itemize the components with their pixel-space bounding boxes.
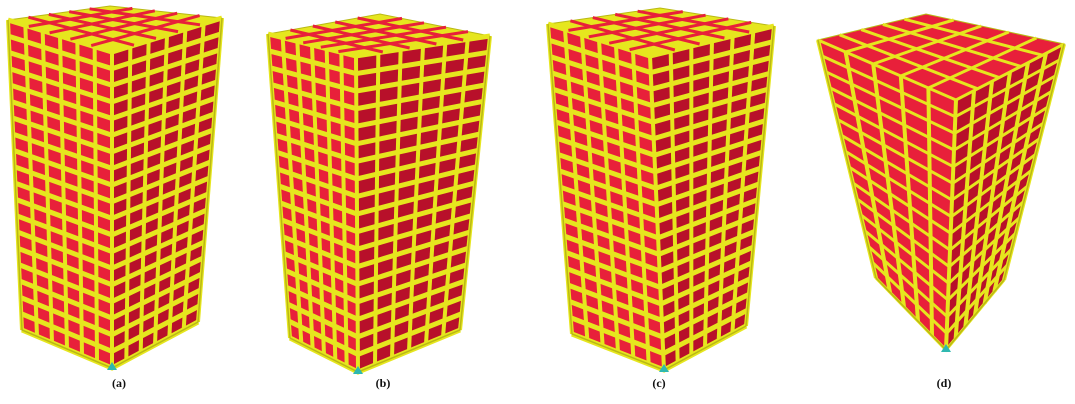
building-d-roof-beam: [839, 33, 979, 91]
building-a-column: [181, 23, 206, 330]
building-a-roof-beam: [68, 10, 179, 34]
building-c-column: [631, 50, 651, 365]
building-b-column: [407, 45, 425, 352]
building-a-column: [23, 25, 39, 337]
building-c-column: [580, 34, 605, 347]
building-d-column: [953, 90, 976, 339]
building-b-column: [373, 52, 381, 366]
building-b-column: [390, 49, 403, 359]
building-a-roof-beam: [28, 15, 135, 47]
building-b-column: [295, 41, 315, 350]
building-c-roof-beam: [592, 16, 700, 46]
building-d-column: [992, 52, 1048, 293]
building-c-column: [668, 50, 680, 363]
building-d-model: [816, 13, 1066, 353]
building-a-column: [40, 30, 54, 343]
building-d-roof-beam: [872, 24, 982, 66]
building-d-roof-beam: [860, 28, 1000, 80]
building-d-support-icon: [941, 344, 951, 352]
building-a-model: [6, 5, 224, 371]
building-b-roof-beam: [320, 25, 447, 49]
caption-c: (c): [652, 376, 666, 390]
building-c-column: [614, 45, 636, 359]
building-c-column: [597, 39, 620, 353]
building-a-support-icon: [107, 362, 117, 370]
building-d-column: [898, 75, 920, 322]
building-d-roof-beam: [845, 18, 955, 54]
building-d-column: [843, 51, 892, 293]
building-c-roof-beam: [608, 17, 729, 45]
building-b-support-icon: [353, 366, 363, 374]
building-a-column: [124, 46, 133, 361]
building-a-column: [58, 35, 69, 350]
building-c-column: [703, 40, 714, 349]
building-c-roof-beam: [629, 20, 752, 52]
building-a-column: [167, 29, 188, 338]
building-b-column: [354, 55, 360, 373]
building-a-column: [75, 41, 84, 356]
building-c-column: [648, 55, 666, 371]
building-a-column: [92, 46, 99, 362]
building-d-roof-beam: [900, 30, 1010, 78]
building-b-column: [280, 37, 304, 344]
caption-a: (a): [112, 376, 126, 390]
building-b-column: [424, 42, 448, 345]
building-a-column: [138, 40, 151, 353]
building-d-column: [944, 99, 958, 351]
building-d-roof-beam: [927, 36, 1038, 90]
building-d-roof-beam: [904, 17, 1043, 57]
building-c-model: [546, 7, 776, 373]
caption-d: (d): [936, 376, 952, 390]
building-a-roof-beam: [90, 14, 201, 48]
building-a-roof-beam: [48, 12, 157, 40]
building-b-model: [266, 13, 492, 375]
building-b-column: [310, 44, 326, 356]
building-c-roof-beam: [614, 12, 725, 40]
building-d-column: [973, 71, 1012, 316]
building-c-roof-beam: [569, 19, 676, 52]
building-d-column: [963, 81, 994, 327]
building-c-column: [716, 35, 735, 341]
building-c-support-icon: [659, 364, 669, 372]
building-d-roof-beam: [882, 22, 1022, 68]
building-a-column: [153, 34, 169, 346]
building-d-column: [871, 63, 906, 308]
caption-b: (b): [375, 376, 391, 390]
building-d-column: [982, 62, 1030, 304]
building-b-roof-beam: [338, 30, 469, 54]
building-d-column: [926, 87, 934, 336]
building-b-column: [339, 52, 349, 367]
building-b-column: [324, 48, 338, 361]
building-c-column: [563, 29, 590, 341]
building-b-column: [441, 39, 470, 338]
building-c-column: [730, 30, 756, 334]
